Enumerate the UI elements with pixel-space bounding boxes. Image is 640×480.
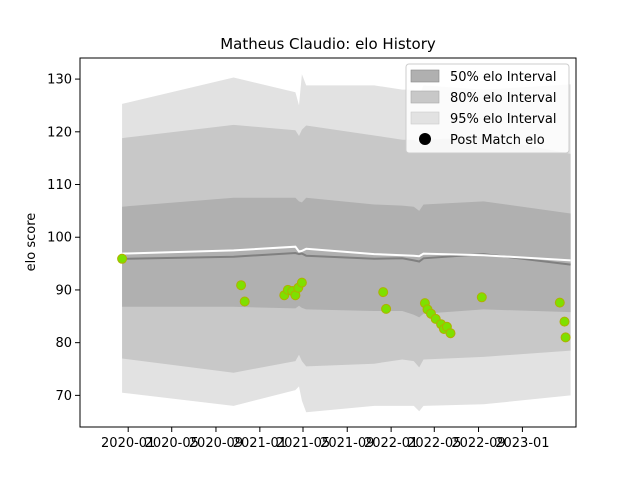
x-tick-label: 2022-01 bbox=[364, 436, 418, 451]
legend-label-80: 80% elo Interval bbox=[450, 91, 557, 106]
post-match-point bbox=[117, 253, 128, 264]
y-tick-label: 130 bbox=[47, 73, 72, 88]
legend-swatch-95 bbox=[410, 111, 440, 125]
y-axis-label: elo score bbox=[24, 213, 39, 272]
post-match-point bbox=[381, 303, 392, 314]
legend-marker-post-match bbox=[419, 133, 431, 145]
chart-title: Matheus Claudio: elo History bbox=[220, 35, 436, 53]
legend-swatch-80 bbox=[410, 90, 440, 104]
legend-swatch-50 bbox=[410, 69, 440, 83]
post-match-point bbox=[445, 328, 456, 339]
post-match-point bbox=[296, 277, 307, 288]
y-tick-label: 110 bbox=[47, 178, 72, 193]
y-tick-label: 120 bbox=[47, 125, 72, 140]
x-tick-label: 2022-09 bbox=[451, 436, 505, 451]
legend: 50% elo Interval 80% elo Interval 95% el… bbox=[405, 63, 570, 154]
post-match-point bbox=[239, 296, 250, 307]
y-axis-ticks: 70 80 90 100 110 120 130 bbox=[47, 73, 80, 404]
y-tick-label: 90 bbox=[55, 283, 72, 298]
y-tick-label: 100 bbox=[47, 231, 72, 246]
legend-label-95: 95% elo Interval bbox=[450, 112, 557, 127]
legend-box bbox=[405, 63, 570, 154]
x-tick-label: 2020-09 bbox=[189, 436, 243, 451]
x-tick-label: 2022-05 bbox=[407, 436, 461, 451]
median-line bbox=[122, 251, 571, 266]
y-tick-label: 70 bbox=[55, 389, 72, 404]
plot-frame bbox=[79, 57, 577, 428]
post-match-point bbox=[236, 280, 247, 291]
post-match-point bbox=[378, 287, 389, 298]
post-match-point bbox=[559, 316, 570, 327]
legend-label-50: 50% elo Interval bbox=[450, 70, 557, 85]
x-tick-label: 2023-01 bbox=[495, 436, 549, 451]
post-match-point bbox=[554, 297, 565, 308]
interval-bands bbox=[122, 74, 571, 413]
y-tick-label: 80 bbox=[55, 336, 72, 351]
legend-label-post-match: Post Match elo bbox=[450, 133, 545, 148]
x-tick-label: 2021-05 bbox=[276, 436, 330, 451]
post-match-point bbox=[476, 292, 487, 303]
x-tick-label: 2021-01 bbox=[233, 436, 287, 451]
x-tick-label: 2020-05 bbox=[145, 436, 199, 451]
x-tick-label: 2021-09 bbox=[320, 436, 374, 451]
post-match-points bbox=[117, 253, 571, 343]
post-match-point bbox=[560, 332, 571, 343]
x-tick-label: 2020-01 bbox=[101, 436, 155, 451]
mean-line bbox=[122, 245, 571, 262]
trend-lines bbox=[122, 245, 571, 266]
x-axis-ticks: 2020-012020-052020-092021-012021-052021-… bbox=[101, 427, 550, 451]
